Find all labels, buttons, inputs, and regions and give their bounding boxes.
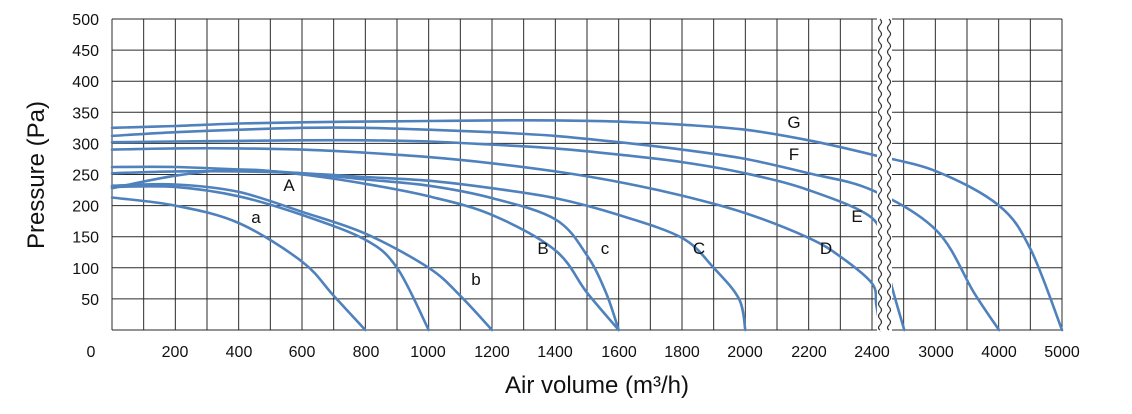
axis-break-line-right	[886, 18, 892, 331]
curve-G	[110, 118, 1064, 332]
curve-label-A: A	[283, 176, 295, 195]
x-tick-label: 800	[353, 344, 380, 361]
x-tick-label: 1400	[537, 344, 573, 361]
y-tick-label: 150	[72, 230, 99, 247]
x-tick-label: 5000	[1044, 344, 1080, 361]
x-tick-label: 1800	[664, 344, 700, 361]
y-tick-label: 100	[72, 261, 99, 278]
curve-label-C: C	[693, 239, 705, 258]
x-tick-label: 4000	[981, 344, 1017, 361]
x-tick-label: 400	[226, 344, 253, 361]
x-tick-label: 1200	[474, 344, 510, 361]
x-tick-label: 2000	[727, 344, 763, 361]
x-tick-label: 0	[87, 344, 96, 361]
curve-a	[110, 196, 367, 332]
curve-label-D: D	[820, 239, 832, 258]
axis-break-mark	[877, 18, 892, 331]
grid	[111, 18, 1063, 331]
x-axis-ticks: 0 200 400 600 800 1000 1200 1400 1600 1800 2000 220…	[87, 344, 1080, 361]
curve-D	[110, 146, 882, 332]
curve-label-E: E	[851, 207, 862, 226]
curve-label-a: a	[251, 208, 261, 227]
y-tick-label: 250	[72, 168, 99, 185]
curve-label-c: c	[601, 239, 610, 258]
curve-C	[110, 169, 747, 332]
curve-label-B: B	[537, 239, 548, 258]
curve-label-G: G	[787, 113, 800, 132]
curve-b	[110, 184, 430, 332]
x-tick-label: 2200	[791, 344, 827, 361]
x-tick-label: 1000	[410, 344, 446, 361]
curve-F	[110, 126, 1001, 332]
y-axis-ticks: 50 100 150 200 250 300 350 400 450 500	[72, 12, 99, 309]
curve-labels: a Ab B c C DE FG	[251, 113, 862, 289]
x-tick-label: 3000	[918, 344, 954, 361]
x-tick-label: 600	[289, 344, 316, 361]
curve-label-b: b	[471, 270, 480, 289]
y-tick-label: 50	[81, 292, 99, 309]
y-axis-title: Pressure (Pa)	[23, 101, 50, 249]
curve-A	[110, 182, 494, 332]
curve-c	[110, 165, 620, 332]
x-tick-label: 200	[162, 344, 189, 361]
y-tick-label: 450	[72, 43, 99, 60]
x-tick-label: 2400	[854, 344, 890, 361]
performance-curves	[110, 118, 1064, 332]
y-tick-label: 400	[72, 74, 99, 91]
axis-break-line-left	[877, 18, 883, 331]
y-tick-label: 300	[72, 136, 99, 153]
y-tick-label: 200	[72, 199, 99, 216]
x-axis-title: Air volume (m³/h)	[505, 372, 689, 399]
x-tick-label: 1600	[601, 344, 637, 361]
y-tick-label: 500	[72, 12, 99, 29]
curve-label-F: F	[789, 145, 799, 164]
y-tick-label: 350	[72, 105, 99, 122]
